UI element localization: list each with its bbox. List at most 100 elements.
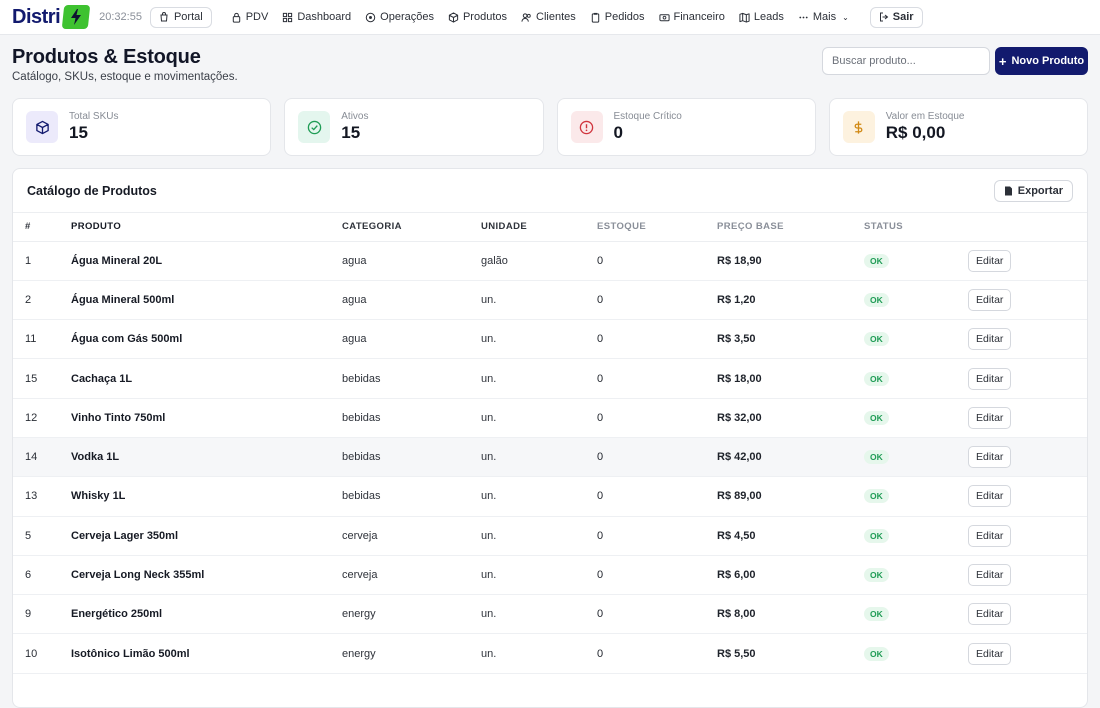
nav-item-produtos[interactable]: Produtos — [441, 0, 514, 35]
cell-produto: Energético 250ml — [71, 594, 342, 635]
column-header: PREÇO BASE — [717, 213, 864, 242]
cell-id: 10 — [13, 633, 71, 674]
products-table: # PRODUTO CATEGORIA UNIDADE ESTOQUE PREÇO BAS… — [13, 213, 1087, 674]
table-row[interactable]: 15 Cachaça 1L bebidas un. 0 R$ 18,00 OK Editar — [13, 358, 1087, 399]
column-header-actions — [968, 213, 1087, 242]
table-row[interactable]: 12 Vinho Tinto 750ml bebidas un. 0 R$ 32,00 OK… — [13, 398, 1087, 438]
cell-preco: R$ 5,50 — [717, 633, 864, 674]
edit-button[interactable]: Editar — [968, 406, 1012, 429]
edit-button[interactable]: Editar — [968, 603, 1012, 626]
new-product-button[interactable]: + Novo Produto — [995, 47, 1088, 75]
cell-id: 6 — [13, 555, 71, 596]
map-icon — [739, 12, 750, 23]
nav-item-pdv[interactable]: PDV — [224, 0, 276, 35]
cell-unidade: un. — [481, 555, 597, 596]
cell-id: 11 — [13, 319, 71, 360]
top-navbar: Distri 20:32:55 Portal PDV Dashboard Opera… — [0, 0, 1100, 35]
cell-categoria: bebidas — [342, 437, 481, 478]
more-icon — [798, 12, 809, 23]
page-title: Produtos & Estoque — [12, 46, 201, 68]
cell-id: 9 — [13, 594, 71, 635]
table-row[interactable]: 9 Energético 250ml energy un. 0 R$ 8,00 OK Edit… — [13, 594, 1087, 635]
cell-produto: Água com Gás 500ml — [71, 319, 342, 360]
grid-icon — [282, 12, 293, 23]
kpi-card: Estoque Crítico 0 — [556, 98, 816, 156]
logout-button[interactable]: Sair — [869, 6, 923, 28]
nav-item-pedidos[interactable]: Pedidos — [583, 0, 652, 35]
cell-categoria: bebidas — [342, 398, 481, 438]
kpi-value: 15 — [69, 123, 88, 142]
edit-button[interactable]: Editar — [968, 485, 1012, 508]
table-row[interactable]: 10 Isotônico Limão 500ml energy un. 0 R$ 5,50… — [13, 633, 1087, 674]
table-row[interactable]: 2 Água Mineral 500ml agua un. 0 R$ 1,20 OK Edit… — [13, 280, 1087, 321]
edit-button[interactable]: Editar — [968, 249, 1012, 272]
edit-button[interactable]: Editar — [968, 288, 1012, 311]
cell-id: 1 — [13, 241, 71, 281]
table-row[interactable]: 1 Água Mineral 20L agua galão 0 R$ 18,90 OK Edi… — [13, 241, 1087, 281]
nav-item-mais[interactable]: Mais ⌄ — [791, 0, 856, 35]
table-row[interactable]: 14 Vodka 1L bebidas un. 0 R$ 42,00 OK Editar — [13, 437, 1087, 478]
nav-item-dashboard[interactable]: Dashboard — [275, 0, 358, 35]
logo[interactable]: Distri — [12, 5, 91, 29]
nav-label: Operações — [380, 11, 434, 23]
table-row[interactable]: 11 Água com Gás 500ml agua un. 0 R$ 3,50 OK Edi… — [13, 319, 1087, 360]
cell-estoque: 0 — [597, 319, 717, 360]
cell-produto: Vodka 1L — [71, 437, 342, 478]
file-icon — [1004, 186, 1012, 195]
column-header: STATUS — [864, 213, 968, 242]
cell-categoria: energy — [342, 594, 481, 635]
status-badge: OK — [864, 292, 889, 307]
money-icon — [658, 12, 670, 23]
portal-button[interactable]: Portal — [149, 6, 212, 28]
nav-label: Pedidos — [604, 11, 645, 23]
kpi-row: Total SKUs 15 Ativos 15 Estoque Crítico … — [12, 98, 1088, 156]
edit-button[interactable]: Editar — [968, 446, 1012, 469]
cell-categoria: agua — [342, 319, 481, 360]
nav-item-financeiro[interactable]: Financeiro — [652, 0, 732, 35]
cell-preco: R$ 4,50 — [717, 516, 864, 556]
kpi-value: 0 — [613, 123, 623, 142]
nav-item-opera-es[interactable]: Operações — [358, 0, 441, 35]
kpi-label: Estoque Crítico — [613, 111, 682, 122]
cell-produto: Isotônico Limão 500ml — [71, 633, 342, 674]
kpi-card: Valor em Estoque R$ 0,00 — [828, 98, 1088, 156]
edit-button[interactable]: Editar — [968, 328, 1012, 351]
edit-button[interactable]: Editar — [968, 564, 1012, 587]
shopping-bag-icon — [160, 12, 168, 22]
plus-icon: + — [998, 53, 1007, 69]
export-button[interactable]: Exportar — [993, 179, 1073, 202]
cell-preco: R$ 32,00 — [717, 398, 864, 438]
cell-produto: Vinho Tinto 750ml — [71, 398, 342, 438]
cell-produto: Água Mineral 20L — [71, 241, 342, 281]
lock-icon — [231, 12, 242, 23]
cell-estoque: 0 — [597, 241, 717, 281]
new-product-label: Novo Produto — [1011, 55, 1085, 67]
page-header: Produtos & Estoque Catálogo, SKUs, estoq… — [12, 46, 1088, 86]
cell-estoque: 0 — [597, 555, 717, 596]
catalog-title: Catálogo de Produtos — [27, 183, 157, 198]
status-badge: OK — [864, 371, 889, 386]
status-badge: OK — [864, 450, 889, 465]
portal-label: Portal — [173, 11, 203, 23]
cell-preco: R$ 89,00 — [717, 476, 864, 517]
search-input[interactable]: Buscar produto... — [822, 47, 990, 75]
cell-unidade: galão — [481, 241, 597, 281]
table-row[interactable]: 5 Cerveja Lager 350ml cerveja un. 0 R$ 4,50 OK… — [13, 516, 1087, 556]
nav-item-clientes[interactable]: Clientes — [514, 0, 583, 35]
column-header: CATEGORIA — [342, 213, 481, 242]
cell-estoque: 0 — [597, 437, 717, 478]
table-row[interactable]: 13 Whisky 1L bebidas un. 0 R$ 89,00 OK Editar — [13, 476, 1087, 517]
nav-item-leads[interactable]: Leads — [732, 0, 791, 35]
cell-categoria: cerveja — [342, 555, 481, 596]
catalog-card: Catálogo de Produtos Exportar # PRODUTO CA… — [12, 168, 1088, 708]
edit-button[interactable]: Editar — [968, 642, 1012, 665]
edit-button[interactable]: Editar — [968, 367, 1012, 390]
check-circle-icon — [298, 111, 331, 143]
cell-estoque: 0 — [597, 398, 717, 438]
clipboard-icon — [590, 12, 601, 23]
table-row[interactable]: 6 Cerveja Long Neck 355ml cerveja un. 0 R$ 6,… — [13, 555, 1087, 596]
edit-button[interactable]: Editar — [968, 524, 1012, 547]
cell-unidade: un. — [481, 476, 597, 517]
cell-unidade: un. — [481, 358, 597, 399]
cell-unidade: un. — [481, 280, 597, 321]
